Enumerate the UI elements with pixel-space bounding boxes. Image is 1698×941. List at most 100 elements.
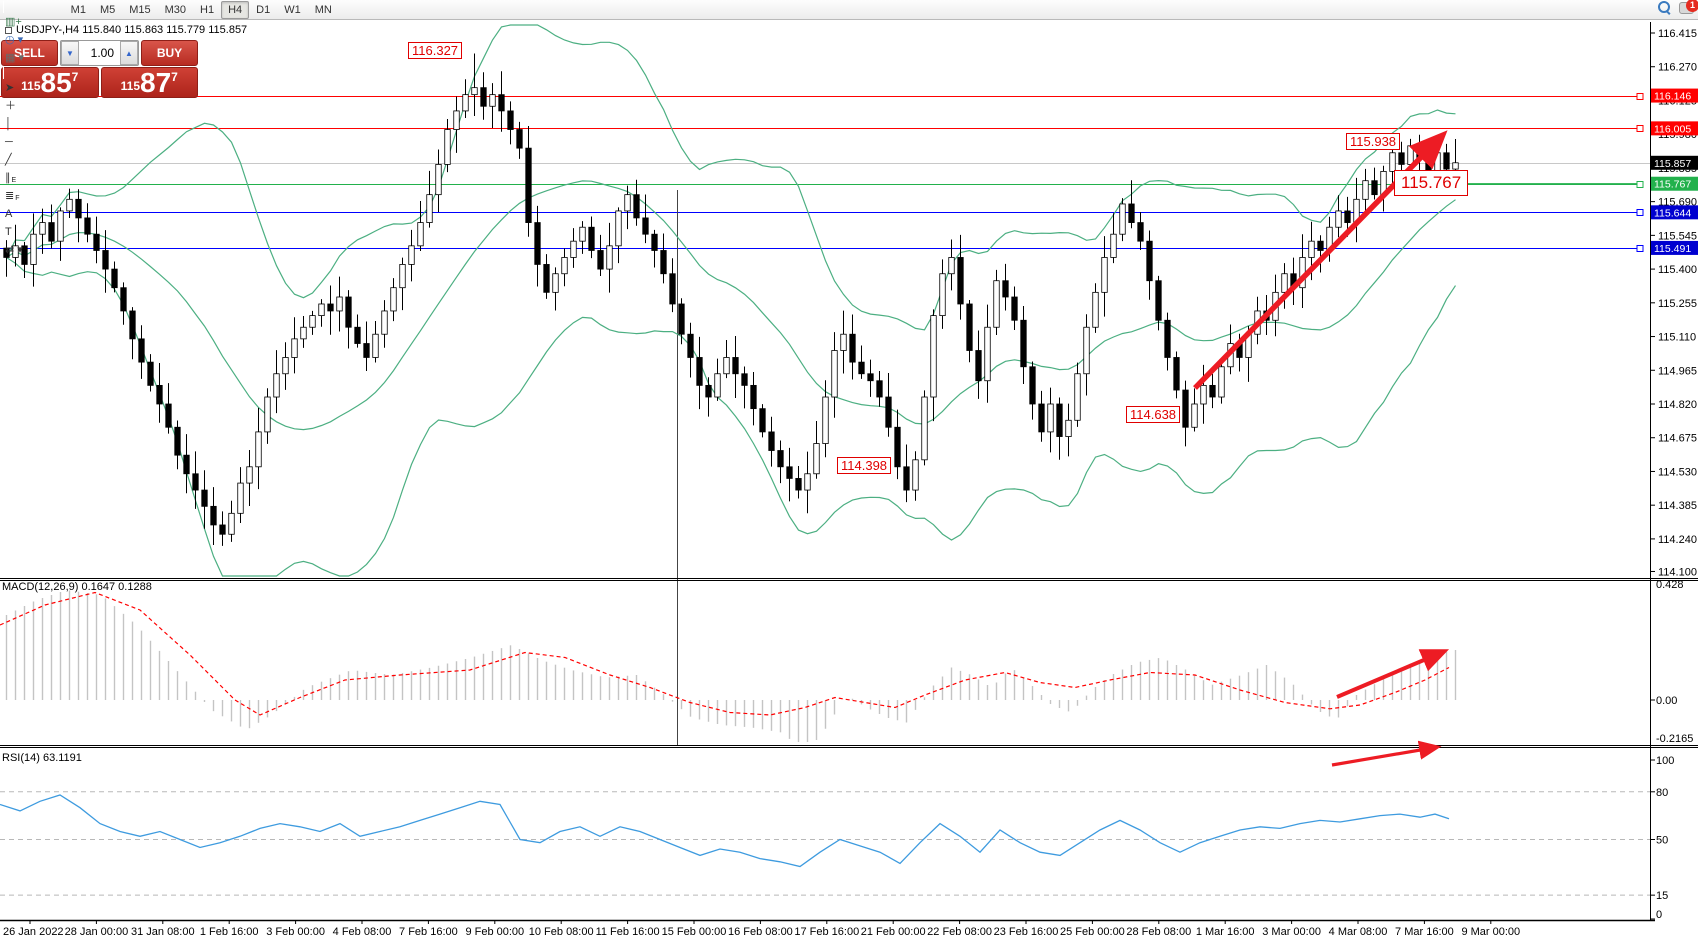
bollinger-bands bbox=[5, 24, 1457, 577]
candle-body bbox=[1101, 257, 1108, 293]
timeframe-w1[interactable]: W1 bbox=[284, 3, 301, 16]
candle-body bbox=[399, 264, 406, 289]
timeframe-m1[interactable]: M1 bbox=[70, 3, 86, 16]
candle-body bbox=[111, 268, 118, 289]
fibonacci-button[interactable]: ≣ F bbox=[0, 187, 64, 205]
candle-body bbox=[669, 273, 676, 305]
candle-body bbox=[984, 326, 991, 382]
candle-body bbox=[1173, 357, 1180, 391]
candle-body bbox=[219, 524, 226, 535]
trend-arrow-3 bbox=[1331, 740, 1442, 767]
price-annotation-114.398[interactable]: 114.398 bbox=[837, 457, 892, 474]
tile-windows-button[interactable]: ⊞ bbox=[0, 0, 64, 1]
new-chart-button[interactable]: ▥+ bbox=[0, 13, 64, 31]
price-tick-label: 114.100 bbox=[1658, 566, 1697, 578]
timeframe-h1[interactable]: H1 bbox=[200, 3, 215, 16]
level-handle-116.005 bbox=[1636, 125, 1644, 132]
text-label-button[interactable]: T bbox=[0, 223, 64, 241]
channel-icon: ∥ bbox=[5, 171, 11, 184]
candle-body bbox=[1434, 152, 1441, 172]
timeframe-mn[interactable]: MN bbox=[314, 3, 332, 16]
price-badge-115.767 bbox=[1651, 176, 1698, 191]
vertical-line-button[interactable]: │ bbox=[0, 115, 64, 133]
horizontal-line-button[interactable]: ─ bbox=[0, 133, 64, 151]
cursor-button[interactable]: ➤ bbox=[0, 79, 64, 97]
candle-body bbox=[813, 443, 820, 475]
timeframe-m5[interactable]: M5 bbox=[99, 3, 116, 16]
candle-body bbox=[1317, 240, 1324, 251]
sell-price-panel[interactable]: 115 85 7 bbox=[1, 67, 99, 98]
candle-body bbox=[273, 373, 280, 398]
candle-body bbox=[579, 226, 586, 242]
candle-body bbox=[426, 194, 433, 223]
text-button[interactable]: A bbox=[0, 205, 64, 223]
timeframe-m30[interactable]: M30 bbox=[164, 3, 187, 16]
candle-body bbox=[30, 233, 37, 265]
candle-body bbox=[1371, 180, 1378, 196]
chart-symbol-icon bbox=[5, 26, 12, 34]
level-handle-115.644 bbox=[1636, 209, 1644, 216]
trendline-button[interactable]: ╱ bbox=[0, 151, 64, 169]
price-badge-115.857 bbox=[1651, 155, 1698, 170]
candle-body bbox=[1011, 296, 1018, 321]
text-label-icon: T bbox=[5, 225, 12, 238]
candle-body bbox=[363, 343, 370, 358]
timeframe-d1[interactable]: D1 bbox=[256, 3, 271, 16]
search-icon[interactable] bbox=[1658, 1, 1671, 14]
price-badge-116.146 bbox=[1651, 88, 1698, 103]
volume-decrease-button[interactable]: ▼ bbox=[61, 41, 79, 65]
date-label: 26 Jan 2022 bbox=[3, 926, 64, 938]
candle-body bbox=[1407, 145, 1414, 165]
timeframe-m15[interactable]: M15 bbox=[129, 3, 151, 16]
candle-body bbox=[768, 431, 775, 451]
candle-body bbox=[3, 247, 10, 258]
candle-body bbox=[165, 403, 172, 428]
profiles-button[interactable]: ◷ ▾ bbox=[0, 31, 64, 49]
candle-body bbox=[102, 250, 109, 270]
candle-body bbox=[1209, 384, 1216, 398]
volume-increase-button[interactable]: ▲ bbox=[120, 41, 138, 65]
candle-body bbox=[957, 257, 964, 305]
candle-body bbox=[1281, 273, 1288, 293]
timeframe-h4[interactable]: H4 bbox=[221, 0, 250, 19]
candle-body bbox=[552, 273, 559, 293]
text-icon: A bbox=[5, 207, 13, 220]
candle-body bbox=[471, 87, 478, 96]
candle-body bbox=[444, 129, 451, 165]
candle-body bbox=[48, 222, 55, 242]
candle-body bbox=[597, 250, 604, 270]
bollinger-lower-band bbox=[6, 256, 1457, 577]
candle-body bbox=[480, 87, 487, 107]
channel-button[interactable]: ∥ E bbox=[0, 169, 64, 187]
crosshair-button[interactable]: ＋ bbox=[0, 97, 64, 115]
templates-button[interactable]: ▦ ▾ bbox=[0, 49, 64, 67]
buy-button[interactable]: BUY bbox=[141, 40, 198, 66]
candle-body bbox=[660, 250, 667, 275]
candle-body bbox=[66, 198, 73, 212]
price-annotation-115.938[interactable]: 115.938 bbox=[1346, 133, 1401, 150]
chart-window[interactable]: 116.415116.270116.125115.980115.835115.6… bbox=[0, 20, 1698, 941]
candle-body bbox=[300, 326, 307, 340]
buy-price-panel[interactable]: 115 87 7 bbox=[100, 67, 198, 98]
candle-body bbox=[1137, 222, 1144, 242]
price-annotation-115.767[interactable]: 115.767 bbox=[1394, 170, 1469, 196]
panel-borders bbox=[0, 22, 1698, 922]
macd-axis-label: 0.00 bbox=[1656, 695, 1677, 707]
date-label: 1 Feb 16:00 bbox=[200, 926, 259, 938]
candle-body bbox=[795, 478, 802, 491]
date-label: 11 Feb 16:00 bbox=[596, 926, 660, 938]
chart-canvas[interactable]: 116.415116.270116.125115.980115.835115.6… bbox=[0, 20, 1698, 941]
rsi-axis-label: 50 bbox=[1656, 835, 1668, 847]
notifications-icon[interactable]: 1 bbox=[1679, 0, 1698, 14]
sell-button[interactable]: SELL bbox=[1, 40, 58, 66]
date-label: 28 Feb 08:00 bbox=[1126, 926, 1191, 938]
candle-body bbox=[750, 384, 757, 410]
candle-body bbox=[561, 257, 568, 275]
volume-input[interactable]: 1.00 bbox=[90, 46, 114, 60]
date-label: 25 Feb 00:00 bbox=[1060, 926, 1125, 938]
price-annotation-116.327[interactable]: 116.327 bbox=[408, 42, 463, 59]
arrows-button[interactable]: ⇄ ▾ bbox=[0, 241, 64, 259]
price-annotation-114.638[interactable]: 114.638 bbox=[1126, 406, 1181, 423]
candle-body bbox=[516, 129, 523, 149]
candle-body bbox=[120, 287, 127, 312]
